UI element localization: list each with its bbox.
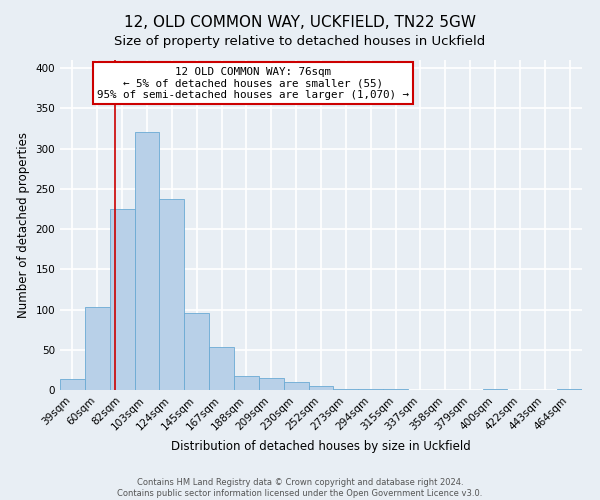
Bar xyxy=(358,389,383,390)
Text: 12, OLD COMMON WAY, UCKFIELD, TN22 5GW: 12, OLD COMMON WAY, UCKFIELD, TN22 5GW xyxy=(124,15,476,30)
Text: 12 OLD COMMON WAY: 76sqm
← 5% of detached houses are smaller (55)
95% of semi-de: 12 OLD COMMON WAY: 76sqm ← 5% of detache… xyxy=(97,66,409,100)
Bar xyxy=(308,386,334,390)
Bar xyxy=(134,132,160,390)
Bar xyxy=(209,346,234,390)
Bar xyxy=(234,376,259,390)
Bar xyxy=(184,312,209,390)
Bar xyxy=(85,307,110,390)
Bar xyxy=(110,209,134,390)
Bar xyxy=(557,389,582,390)
X-axis label: Distribution of detached houses by size in Uckfield: Distribution of detached houses by size … xyxy=(171,440,471,453)
Bar xyxy=(284,382,308,390)
Bar xyxy=(160,199,184,390)
Bar xyxy=(334,389,358,390)
Bar xyxy=(259,378,284,390)
Bar xyxy=(482,389,508,390)
Text: Contains HM Land Registry data © Crown copyright and database right 2024.
Contai: Contains HM Land Registry data © Crown c… xyxy=(118,478,482,498)
Text: Size of property relative to detached houses in Uckfield: Size of property relative to detached ho… xyxy=(115,35,485,48)
Bar xyxy=(383,389,408,390)
Y-axis label: Number of detached properties: Number of detached properties xyxy=(17,132,30,318)
Bar xyxy=(60,378,85,390)
